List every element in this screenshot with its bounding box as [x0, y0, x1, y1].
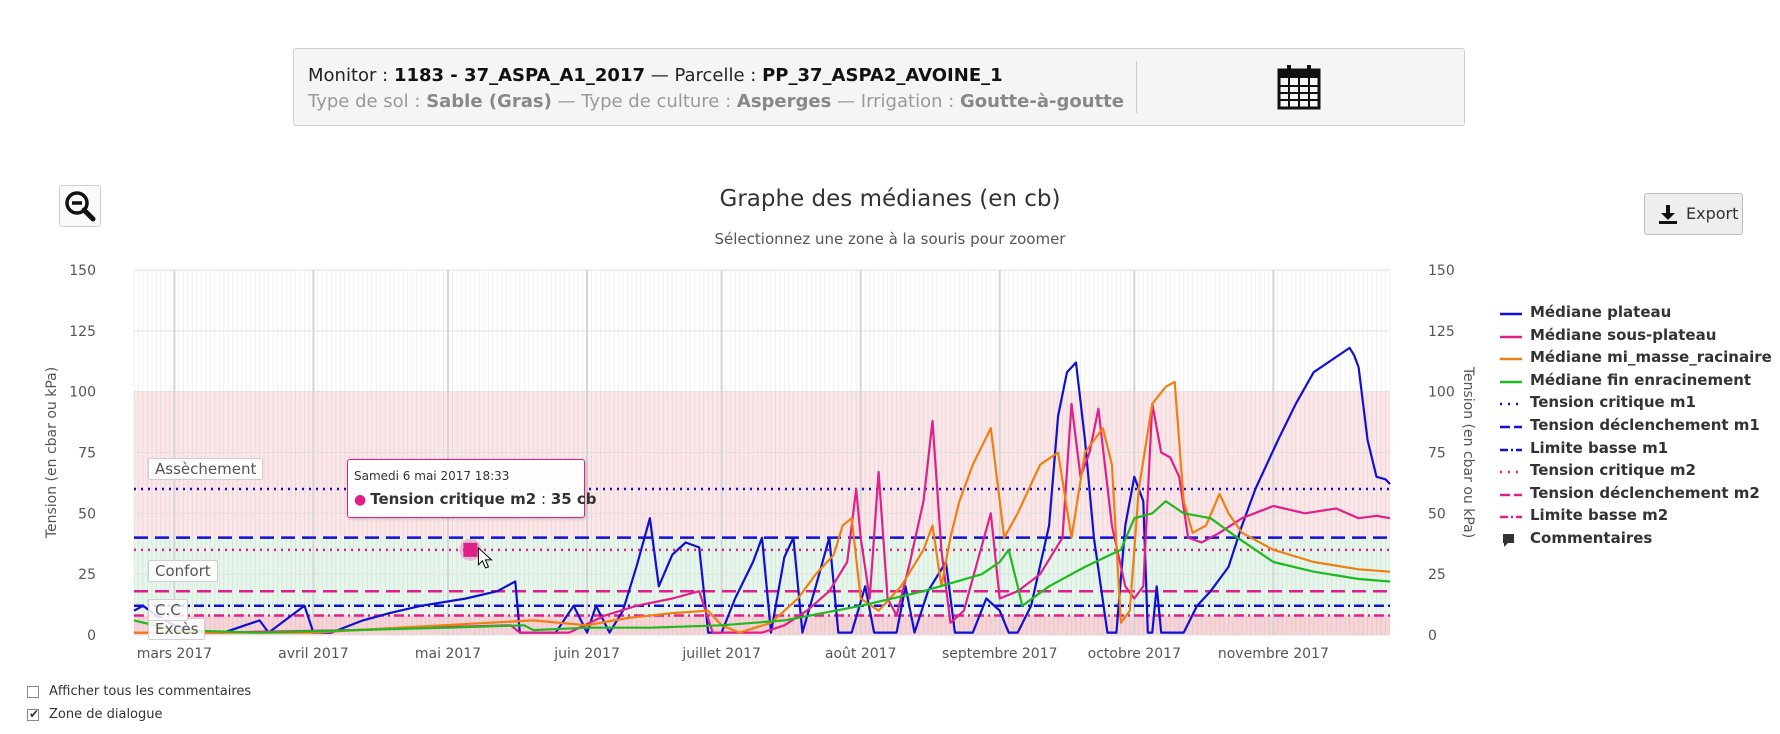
- sol-label: Type de sol :: [308, 91, 427, 112]
- legend-symbol: [1500, 425, 1522, 429]
- hover-point-marker: [463, 542, 478, 557]
- info-panel: Monitor : 1183 - 37_ASPA_A1_2017 — Parce…: [293, 48, 1465, 126]
- chart-subtitle: Sélectionnez une zone à la souris pour z…: [714, 230, 1066, 248]
- tooltip-series: Tension critique m2: [370, 490, 537, 508]
- info-line-monitor: Monitor : 1183 - 37_ASPA_A1_2017 — Parce…: [308, 65, 1003, 86]
- download-icon: [1659, 205, 1677, 224]
- checkbox-box[interactable]: ✔: [27, 707, 40, 721]
- legend-label: Médiane mi_masse_racinaire: [1530, 348, 1772, 367]
- legend-symbol: [1500, 470, 1522, 474]
- monitor-label: Monitor :: [308, 65, 394, 86]
- zone-label-cc: C.C: [148, 598, 188, 621]
- legend-symbol: [1500, 357, 1522, 361]
- y-tick-label-right: 25: [1428, 567, 1446, 583]
- x-tick-label: août 2017: [825, 646, 897, 662]
- legend-label: Tension critique m2: [1530, 461, 1696, 480]
- parcelle-value: PP_37_ASPA2_AVOINE_1: [762, 65, 1003, 86]
- legend-symbol: [1500, 493, 1522, 496]
- checkbox-label: Afficher tous les commentaires: [49, 684, 252, 699]
- x-tick-label: octobre 2017: [1088, 646, 1181, 662]
- y-tick-label-left: 50: [78, 506, 96, 522]
- legend-label: Limite basse m2: [1530, 506, 1669, 525]
- series-line-mediane-fin-enracinement: [133, 500, 1391, 634]
- check-icon: ✔: [29, 707, 40, 721]
- tooltip-value: 35 cb: [550, 490, 597, 508]
- y-axis-title-right: Tension (en cbar ou kPa): [1460, 366, 1476, 538]
- zone-label-confort: Confort: [148, 559, 218, 582]
- zoom-out-icon: [65, 191, 96, 222]
- y-tick-label-left: 75: [78, 446, 96, 462]
- chart-title: Graphe des médianes (en cb): [719, 186, 1061, 212]
- info-divider: [1136, 61, 1137, 113]
- export-button[interactable]: Export: [1644, 193, 1743, 235]
- export-label: Export: [1686, 204, 1739, 223]
- x-tick-label: mai 2017: [415, 646, 481, 662]
- legend-symbol: [1500, 448, 1522, 451]
- x-tick-label: septembre 2017: [942, 646, 1058, 662]
- irrigation-label: — Irrigation :: [831, 91, 960, 112]
- legend-symbol: [1500, 403, 1522, 406]
- zoom-reset-button[interactable]: [59, 185, 101, 227]
- y-tick-label-left: 0: [87, 628, 96, 644]
- calendar-button[interactable]: [1276, 63, 1322, 111]
- y-tick-label-right: 150: [1428, 263, 1455, 279]
- y-tick-label-left: 100: [69, 385, 96, 401]
- x-tick-label: juillet 2017: [681, 646, 761, 662]
- y-tick-label-left: 150: [69, 263, 96, 279]
- legend-label: Limite basse m1: [1530, 438, 1669, 457]
- monitor-value: 1183 - 37_ASPA_A1_2017: [393, 65, 646, 86]
- checkbox-box[interactable]: [27, 686, 39, 698]
- legend-label: Médiane fin enracinement: [1530, 370, 1752, 389]
- y-tick-label-right: 75: [1428, 446, 1446, 462]
- legend-symbol: [1500, 516, 1522, 519]
- zone-label-assechement: Assèchement: [148, 457, 264, 480]
- legend-label: Tension déclenchement m2: [1530, 483, 1760, 502]
- calendar-icon: [1277, 65, 1321, 110]
- legend-label: Médiane sous-plateau: [1530, 325, 1717, 344]
- x-tick-label: avril 2017: [278, 646, 348, 662]
- tooltip-bullet-icon: ●: [354, 492, 367, 508]
- legend-label: Médiane plateau: [1530, 303, 1672, 321]
- chart-tooltip: Samedi 6 mai 2017 18:33 ● Tension critiqu…: [347, 459, 597, 518]
- checkbox-label: Zone de dialogue: [49, 707, 163, 722]
- x-tick-label: mars 2017: [137, 646, 212, 662]
- legend-symbol: [1500, 380, 1522, 384]
- parcelle-label: — Parcelle :: [645, 65, 763, 86]
- zone-band-c-c: [134, 605, 1390, 616]
- x-tick-label: juin 2017: [553, 646, 620, 662]
- x-tick-label: novembre 2017: [1218, 646, 1329, 662]
- legend-symbol: [1500, 312, 1522, 316]
- y-tick-label-left: 125: [69, 324, 96, 340]
- sol-value: Sable (Gras): [426, 91, 552, 112]
- tooltip-separator: :: [536, 490, 551, 508]
- legend-label: Tension déclenchement m1: [1530, 415, 1760, 434]
- legend-label: Commentaires: [1530, 528, 1653, 547]
- irrigation-value: Goutte-à-goutte: [960, 91, 1124, 112]
- zone-label-exces: Excès: [148, 618, 206, 641]
- y-tick-label-right: 125: [1428, 324, 1455, 340]
- legend-label: Tension critique m1: [1530, 393, 1696, 412]
- tooltip-value-line: ● Tension critique m2 : 35 cb: [354, 490, 597, 508]
- series-line-mediane-mi-masse-racinaire: [134, 380, 1391, 634]
- y-tick-label-left: 25: [78, 567, 96, 583]
- culture-value: Asperges: [736, 91, 832, 112]
- cursor-icon: [477, 546, 493, 569]
- culture-label: — Type de culture :: [551, 91, 737, 112]
- y-axis-title-left: Tension (en cbar ou kPa): [44, 367, 60, 539]
- series-line-mediane-sous-plateau: [134, 402, 1391, 634]
- info-line-details: Type de sol : Sable (Gras) — Type de cul…: [308, 91, 1124, 112]
- y-tick-label-right: 100: [1428, 385, 1455, 401]
- y-tick-label-right: 0: [1428, 628, 1437, 644]
- legend-symbol: [1500, 335, 1522, 338]
- tooltip-date: Samedi 6 mai 2017 18:33: [354, 469, 510, 483]
- y-tick-label-right: 50: [1428, 506, 1446, 522]
- comment-icon: [1503, 533, 1514, 547]
- series-line-mediane-plateau: [133, 346, 1391, 634]
